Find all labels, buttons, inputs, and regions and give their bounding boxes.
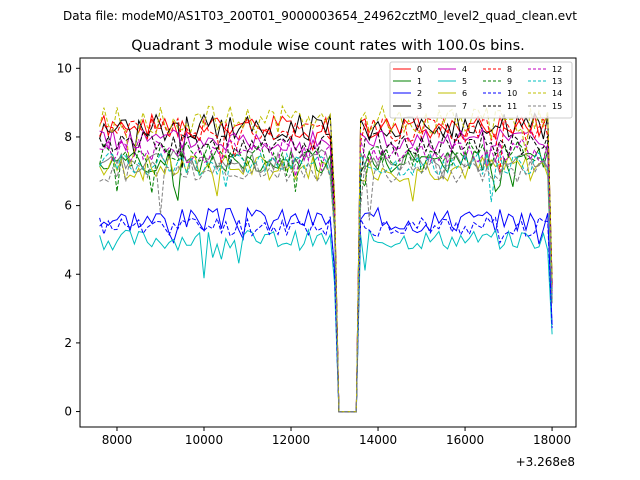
y-tick-label: 4 xyxy=(64,267,72,281)
legend-label-10: 10 xyxy=(507,89,517,98)
series-line-8 xyxy=(99,116,553,413)
y-tick-label: 0 xyxy=(64,405,72,419)
series-line-3 xyxy=(99,112,553,413)
legend-label-12: 12 xyxy=(552,65,562,74)
series-line-10 xyxy=(99,216,553,413)
y-tick-label: 10 xyxy=(57,61,72,75)
legend-label-3: 3 xyxy=(417,102,422,111)
chart-title: Quadrant 3 module wise count rates with … xyxy=(131,38,525,54)
x-axis: 8000 10000 12000 14000 16000 18000 xyxy=(102,427,571,447)
legend-label-14: 14 xyxy=(552,89,562,98)
x-offset-label: +3.268e8 xyxy=(516,455,575,469)
y-tick-label: 6 xyxy=(64,199,72,213)
series-line-9 xyxy=(99,140,553,413)
legend-label-2: 2 xyxy=(417,89,422,98)
x-tick-label: 12000 xyxy=(272,433,310,447)
legend-label-0: 0 xyxy=(417,65,422,74)
series-line-11 xyxy=(99,131,553,413)
series-line-4 xyxy=(99,126,553,413)
legend-label-6: 6 xyxy=(462,89,467,98)
legend-label-11: 11 xyxy=(507,102,517,111)
y-tick-label: 2 xyxy=(64,336,72,350)
series-line-12 xyxy=(99,138,553,413)
x-tick-label: 16000 xyxy=(446,433,484,447)
legend-label-4: 4 xyxy=(462,65,467,74)
series-line-2 xyxy=(99,206,553,413)
legend-label-1: 1 xyxy=(417,77,422,86)
series-line-7 xyxy=(99,149,553,413)
series-line-15 xyxy=(99,158,553,413)
series-line-6 xyxy=(99,153,553,413)
x-tick-label: 18000 xyxy=(533,433,571,447)
axes-frame xyxy=(79,57,577,428)
legend-label-15: 15 xyxy=(552,102,562,111)
x-tick-label: 8000 xyxy=(102,433,133,447)
legend-label-5: 5 xyxy=(462,77,467,86)
legend-box xyxy=(389,61,573,119)
y-axis: 0 2 4 6 8 10 xyxy=(57,61,80,419)
chart-suptitle: Data file: modeM0/AS1T03_200T01_90000036… xyxy=(63,9,577,23)
legend-label-9: 9 xyxy=(507,77,512,86)
plot-lines xyxy=(99,104,553,413)
x-tick-label: 10000 xyxy=(185,433,223,447)
series-line-1 xyxy=(99,147,553,413)
legend-label-7: 7 xyxy=(462,102,467,111)
x-tick-label: 14000 xyxy=(359,433,397,447)
series-line-14 xyxy=(99,104,553,413)
series-line-13 xyxy=(99,151,553,413)
series-line-5 xyxy=(99,228,553,413)
legend-label-8: 8 xyxy=(507,65,512,74)
y-tick-label: 8 xyxy=(64,130,72,144)
series-line-0 xyxy=(99,112,553,413)
legend-label-13: 13 xyxy=(552,77,562,86)
